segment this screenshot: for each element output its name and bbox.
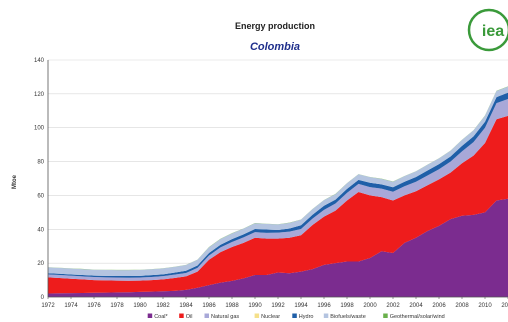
legend-label-geothermal-solar-wind: Geothermal/solar/wind (390, 314, 445, 320)
x-tick-label-1990: 1990 (248, 303, 262, 309)
x-tick-label-2000: 2000 (363, 303, 377, 309)
legend-swatch-oil (179, 313, 184, 318)
area-natural-gas (48, 98, 508, 281)
y-tick-label-120: 120 (34, 92, 45, 98)
x-tick-label-2008: 2008 (455, 303, 469, 309)
area-oil (48, 115, 508, 294)
iea-logo: iea (467, 8, 508, 52)
legend-swatch-biofuels-waste (323, 313, 329, 318)
iea-logo-text: iea (482, 23, 504, 40)
x-tick-label-1978: 1978 (110, 303, 124, 309)
x-tick-label-1980: 1980 (133, 303, 147, 309)
x-tick-label-1996: 1996 (317, 303, 331, 309)
x-tick-label-1976: 1976 (87, 303, 101, 309)
area-coal (48, 198, 508, 297)
y-tick-label-0: 0 (41, 295, 45, 301)
legend-swatch-geothermal-solar-wind (383, 313, 388, 318)
legend-swatch-coal (147, 313, 153, 318)
y-tick-label-40: 40 (37, 227, 44, 233)
y-axis-label: Mtoe (12, 174, 18, 189)
legend-label-biofuels-waste: Biofuels/waste (330, 314, 365, 320)
chart-subtitle: Colombia (250, 41, 300, 53)
stacked-areas (48, 86, 508, 297)
x-tick-label-1986: 1986 (202, 303, 216, 309)
y-tick-label-140: 140 (34, 58, 45, 64)
x-tick-labels: 1972 1974 1976 1978 1980 1982 1984 1986 1988 1990… (41, 303, 508, 309)
axes (47, 60, 508, 299)
y-tick-label-100: 100 (34, 126, 45, 132)
x-tick-label-2006: 2006 (432, 303, 446, 309)
x-tick-label-2010: 2010 (478, 303, 492, 309)
x-tick-label-2012: 2012 (501, 303, 508, 309)
iea-logo-ring (467, 8, 508, 52)
x-tick-label-1998: 1998 (340, 303, 354, 309)
y-tick-label-20: 20 (37, 261, 44, 267)
legend-label-natural-gas: Natural gas (211, 314, 239, 320)
legend-swatch-natural-gas (204, 313, 209, 318)
x-tick-label-1972: 1972 (41, 303, 55, 309)
legend-swatch-hydro (292, 313, 297, 318)
y-tick-labels: 0 20 40 60 80 100 120 140 (34, 58, 45, 301)
legend: Coal* Oil Natural gas Nuclear Hydro Biofuels/… (147, 313, 445, 320)
y-tick-label-80: 80 (37, 160, 44, 166)
x-tick-label-2004: 2004 (409, 303, 423, 309)
x-tick-label-1974: 1974 (64, 303, 78, 309)
chart-title: Energy production (235, 21, 315, 31)
legend-label-nuclear: Nuclear (261, 314, 280, 320)
x-tick-label-2002: 2002 (386, 303, 400, 309)
x-tick-label-1984: 1984 (179, 303, 193, 309)
legend-label-hydro: Hydro (299, 314, 314, 320)
legend-label-coal: Coal* (154, 314, 168, 320)
legend-swatch-nuclear (254, 313, 260, 318)
x-tick-label-1988: 1988 (225, 303, 239, 309)
x-tick-label-1992: 1992 (271, 303, 285, 309)
x-tick-label-1994: 1994 (294, 303, 308, 309)
legend-label-oil: Oil (186, 314, 193, 320)
x-tick-label-1982: 1982 (156, 303, 170, 309)
y-tick-label-60: 60 (37, 193, 44, 199)
